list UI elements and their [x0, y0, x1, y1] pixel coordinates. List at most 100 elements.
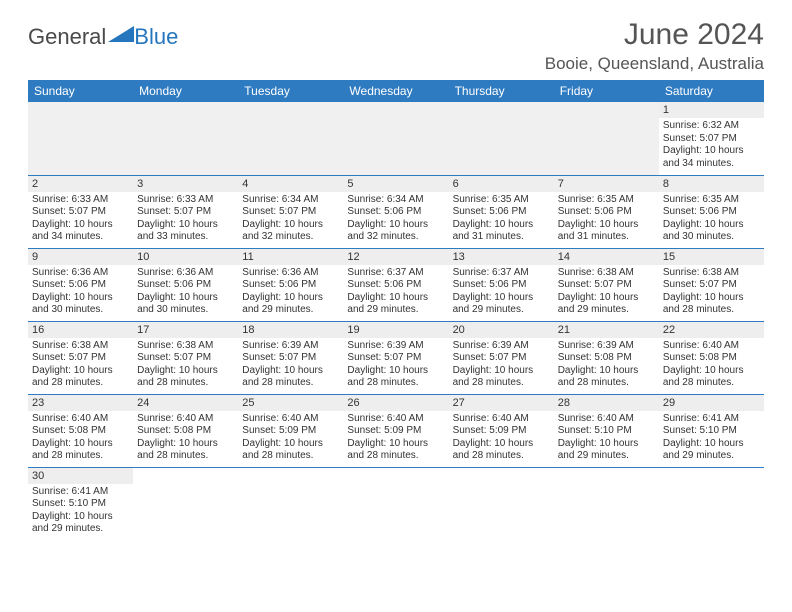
sunset-label: Sunset:: [242, 352, 279, 363]
sunrise-value: 6:33 AM: [71, 194, 108, 205]
sunset-value: 5:06 PM: [279, 279, 316, 290]
daylight-label: Daylight:: [347, 219, 389, 230]
sunrise-value: 6:39 AM: [597, 340, 634, 351]
calendar-row: 2Sunrise: 6:33 AMSunset: 5:07 PMDaylight…: [28, 175, 764, 248]
location-subtitle: Booie, Queensland, Australia: [545, 54, 764, 74]
day-number: 28: [554, 395, 659, 411]
sunset-value: 5:06 PM: [489, 206, 526, 217]
calendar-cell: 11Sunrise: 6:36 AMSunset: 5:06 PMDayligh…: [238, 248, 343, 321]
day-number: 5: [343, 176, 448, 192]
sunset-label: Sunset:: [347, 279, 384, 290]
sunset-label: Sunset:: [137, 206, 174, 217]
sunrise: Sunrise: 6:37 AM: [453, 267, 550, 280]
sunrise: Sunrise: 6:40 AM: [32, 413, 129, 426]
daylight: Daylight: 10 hours and 29 minutes.: [347, 292, 444, 317]
day-number: 11: [238, 249, 343, 265]
daylight-label: Daylight:: [347, 365, 389, 376]
daylight-label: Daylight:: [32, 292, 74, 303]
sunrise: Sunrise: 6:41 AM: [663, 413, 760, 426]
daylight: Daylight: 10 hours and 29 minutes.: [32, 511, 129, 536]
sunset: Sunset: 5:07 PM: [137, 206, 234, 219]
day-details: Sunrise: 6:38 AMSunset: 5:07 PMDaylight:…: [28, 338, 133, 393]
calendar-cell: 18 Sunrise: 6:39 AMSunset: 5:07 PMDayligh…: [238, 321, 343, 394]
sunset-label: Sunset:: [558, 425, 595, 436]
sunrise-label: Sunrise:: [32, 267, 71, 278]
sunset: Sunset: 5:06 PM: [453, 279, 550, 292]
sunset: Sunset: 5:10 PM: [663, 425, 760, 438]
sunset-value: 5:07 PM: [174, 352, 211, 363]
sunrise: Sunrise: 6:33 AM: [137, 194, 234, 207]
sunrise-value: 6:39 AM: [387, 340, 424, 351]
daylight: Daylight: 10 hours and 34 minutes.: [663, 145, 760, 170]
sunrise-label: Sunrise:: [137, 340, 176, 351]
sunset: Sunset: 5:07 PM: [242, 352, 339, 365]
page-title: June 2024: [545, 18, 764, 52]
sunrise-value: 6:34 AM: [387, 194, 424, 205]
calendar-cell: 29Sunrise: 6:41 AMSunset: 5:10 PMDayligh…: [659, 394, 764, 467]
daylight-label: Daylight:: [558, 365, 600, 376]
day-number: 23: [28, 395, 133, 411]
sunrise-value: 6:40 AM: [387, 413, 424, 424]
sunrise-label: Sunrise:: [453, 340, 492, 351]
sunrise: Sunrise: 6:37 AM: [347, 267, 444, 280]
header: General Blue June 2024 Booie, Queensland…: [28, 18, 764, 74]
sunset: Sunset: 5:06 PM: [242, 279, 339, 292]
sunrise: Sunrise: 6:39 AM: [453, 340, 550, 353]
sunset-label: Sunset:: [242, 425, 279, 436]
day-number: 25: [238, 395, 343, 411]
daylight: Daylight: 10 hours and 34 minutes.: [32, 219, 129, 244]
sunset-label: Sunset:: [558, 352, 595, 363]
sunrise-value: 6:39 AM: [492, 340, 529, 351]
daylight: Daylight: 10 hours and 28 minutes.: [242, 365, 339, 390]
calendar-cell: 20Sunrise: 6:39 AMSunset: 5:07 PMDayligh…: [449, 321, 554, 394]
sunset-value: 5:07 PM: [279, 206, 316, 217]
day-details: Sunrise: 6:40 AMSunset: 5:10 PMDaylight:…: [554, 411, 659, 466]
day-number: 17: [133, 322, 238, 338]
day-number: 19: [343, 322, 448, 338]
sunrise: Sunrise: 6:38 AM: [558, 267, 655, 280]
sunset-label: Sunset:: [242, 206, 279, 217]
sunrise: Sunrise: 6:34 AM: [242, 194, 339, 207]
sunrise: Sunrise: 6:33 AM: [32, 194, 129, 207]
day-details: Sunrise: 6:40 AMSunset: 5:09 PMDaylight:…: [343, 411, 448, 466]
sunset: Sunset: 5:08 PM: [558, 352, 655, 365]
weekday-header: Thursday: [449, 80, 554, 102]
day-number: 22: [659, 322, 764, 338]
calendar-cell: 4 Sunrise: 6:34 AMSunset: 5:07 PM Daylight…: [238, 175, 343, 248]
sunset-value: 5:07 PM: [174, 206, 211, 217]
day-details: Sunrise: 6:37 AMSunset: 5:06 PMDaylight:…: [449, 265, 554, 320]
daylight-label: Daylight:: [137, 292, 179, 303]
logo-text-general: General: [28, 24, 106, 50]
sunset-label: Sunset:: [453, 279, 490, 290]
sunrise-value: 6:35 AM: [492, 194, 529, 205]
day-details: Sunrise: 6:35 AMSunset: 5:06 PMDaylight:…: [449, 192, 554, 247]
sunrise-label: Sunrise:: [242, 267, 281, 278]
daylight-label: Daylight:: [453, 219, 495, 230]
sunrise-label: Sunrise:: [663, 267, 702, 278]
calendar-cell: [554, 467, 659, 540]
daylight: Daylight: 10 hours and 29 minutes.: [453, 292, 550, 317]
sunrise: Sunrise: 6:38 AM: [32, 340, 129, 353]
sunset: Sunset: 5:07 PM: [663, 279, 760, 292]
sunrise-value: 6:38 AM: [702, 267, 739, 278]
sunset-value: 5:06 PM: [700, 206, 737, 217]
day-number: 9: [28, 249, 133, 265]
calendar-cell: 14Sunrise: 6:38 AMSunset: 5:07 PMDayligh…: [554, 248, 659, 321]
sunrise: Sunrise: 6:39 AM: [558, 340, 655, 353]
weekday-header-row: SundayMondayTuesdayWednesdayThursdayFrid…: [28, 80, 764, 102]
daylight: Daylight: 10 hours and 32 minutes.: [242, 219, 339, 244]
sunrise: Sunrise: 6:39 AM: [242, 340, 339, 353]
calendar-cell: 24Sunrise: 6:40 AMSunset: 5:08 PMDayligh…: [133, 394, 238, 467]
daylight: Daylight: 10 hours and 28 minutes.: [453, 365, 550, 390]
sunrise-label: Sunrise:: [453, 267, 492, 278]
sunrise-label: Sunrise:: [663, 120, 702, 131]
day-number: 18: [238, 322, 343, 338]
sunset-label: Sunset:: [347, 425, 384, 436]
day-details: Sunrise: 6:38 AMSunset: 5:07 PMDaylight:…: [133, 338, 238, 393]
day-details: Sunrise: 6:34 AMSunset: 5:06 PMDaylight:…: [343, 192, 448, 247]
day-number: 4: [238, 176, 343, 192]
day-details: Sunrise: 6:40 AMSunset: 5:08 PMDaylight:…: [133, 411, 238, 466]
daylight: Daylight: 10 hours and 28 minutes.: [663, 292, 760, 317]
calendar-cell: [28, 102, 133, 175]
sunset-value: 5:09 PM: [384, 425, 421, 436]
